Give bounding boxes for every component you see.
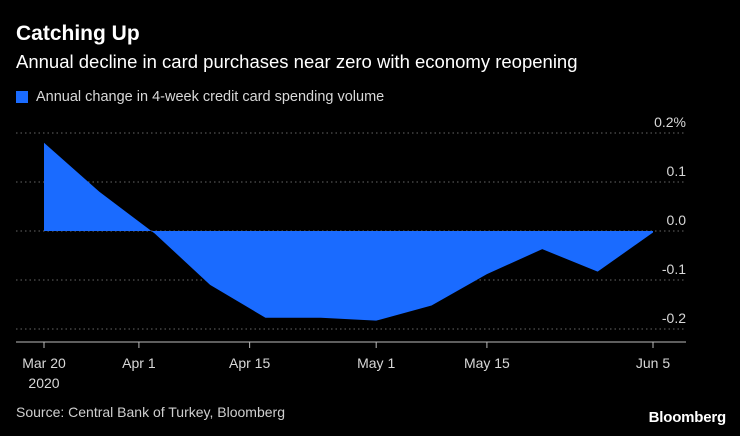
y-tick-label-4: -0.2 bbox=[662, 310, 686, 326]
y-tick-label-1: 0.1 bbox=[667, 163, 687, 179]
y-tick-labels: 0.2% 0.1 0.0 -0.1 -0.2 bbox=[654, 114, 686, 326]
x-tick-sublabel-0: 2020 bbox=[28, 375, 59, 391]
x-tick-label-3: May 1 bbox=[357, 355, 395, 371]
legend: Annual change in 4-week credit card spen… bbox=[16, 89, 384, 105]
y-tick-label-3: -0.1 bbox=[662, 261, 686, 277]
x-axis bbox=[16, 341, 686, 348]
area-series bbox=[43, 142, 654, 321]
source-note: Source: Central Bank of Turkey, Bloomber… bbox=[16, 404, 285, 420]
legend-label: Annual change in 4-week credit card spen… bbox=[36, 89, 385, 105]
x-tick-label-5: Jun 5 bbox=[636, 355, 670, 371]
x-tick-label-4: May 15 bbox=[464, 355, 510, 371]
x-tick-label-0: Mar 20 bbox=[22, 355, 66, 371]
x-tick-label-2: Apr 15 bbox=[229, 355, 270, 371]
legend-swatch bbox=[16, 91, 28, 103]
chart-title: Catching Up bbox=[16, 22, 140, 45]
bloomberg-logo: Bloomberg bbox=[648, 409, 727, 426]
x-tick-labels: Mar 20 2020 Apr 1 Apr 15 May 1 May 15 Jun 5 bbox=[22, 355, 670, 391]
x-tick-label-1: Apr 1 bbox=[122, 355, 156, 371]
chart-subtitle: Annual decline in card purchases near ze… bbox=[16, 51, 578, 72]
area-fill bbox=[44, 142, 653, 321]
y-tick-label-0: 0.2% bbox=[654, 114, 686, 130]
y-tick-label-2: 0.0 bbox=[667, 212, 687, 228]
